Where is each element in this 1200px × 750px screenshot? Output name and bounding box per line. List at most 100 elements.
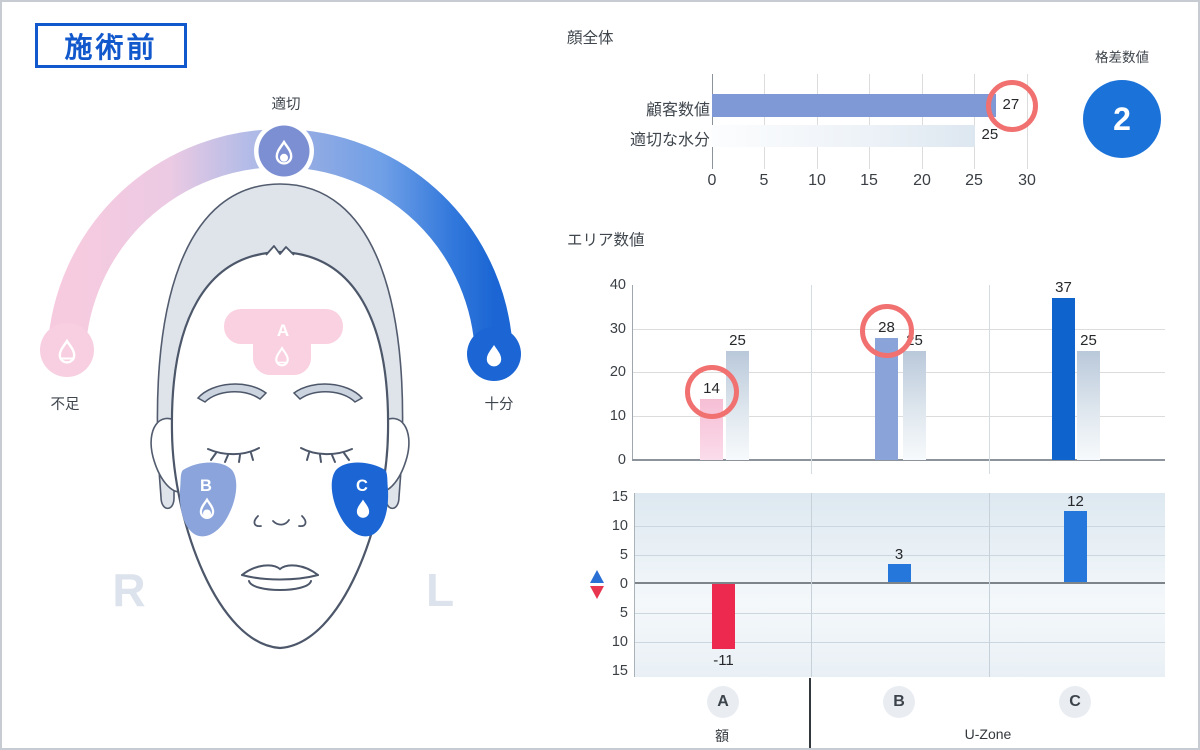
x-tick: 25 xyxy=(965,172,983,189)
gauge-low-droplet-icon xyxy=(40,323,94,377)
bar-customer-value xyxy=(712,94,996,117)
overall-chart-title: 顔全体 xyxy=(567,30,614,47)
y-tick: 0 xyxy=(619,576,628,592)
face-outline xyxy=(170,250,390,650)
value-a-ideal: 25 xyxy=(729,331,746,349)
gap-value-label: 格差数値 xyxy=(1095,50,1149,65)
gridline xyxy=(634,555,1165,556)
y-tick: 5 xyxy=(619,547,628,563)
increase-triangle-icon xyxy=(590,570,604,583)
x-tick: 20 xyxy=(913,172,931,189)
y-tick: 20 xyxy=(609,364,626,380)
row-label-customer: 顧客数値 xyxy=(645,102,710,119)
decrease-triangle-icon xyxy=(590,586,604,599)
gauge-mid-droplet-icon xyxy=(254,121,314,181)
face-drawing xyxy=(150,183,410,650)
zone-marker-a[interactable]: A xyxy=(224,309,343,375)
group-separator xyxy=(811,285,812,474)
side-label-right: R xyxy=(112,564,145,616)
bar-ideal-moisture xyxy=(712,125,975,147)
x-tick: 30 xyxy=(1018,172,1036,189)
red-circle-annotation xyxy=(859,303,914,358)
face-illustration: 適切 不足 十分 xyxy=(40,95,521,650)
value-c-ideal: 25 xyxy=(1080,331,1097,349)
y-tick: 0 xyxy=(617,452,626,468)
zone-label-uzone: U-Zone xyxy=(964,726,1012,742)
zone-marker-b[interactable]: B xyxy=(179,462,237,537)
left-eye-closed xyxy=(207,447,260,463)
gauge-label-appropriate: 適切 xyxy=(272,95,301,113)
right-eye-closed xyxy=(300,447,353,463)
red-circle-annotation xyxy=(985,79,1038,132)
lips xyxy=(241,564,319,596)
zone-marker-c[interactable]: C xyxy=(331,462,389,537)
gridline xyxy=(817,74,818,169)
zone-badge-c: C xyxy=(1059,686,1091,718)
before-treatment-label: 施術前 xyxy=(64,31,158,63)
gridline xyxy=(633,372,1165,373)
gridline xyxy=(764,74,765,169)
zone-badge-b: B xyxy=(883,686,915,718)
diff-value-a: -11 xyxy=(713,652,734,670)
y-tick: 15 xyxy=(611,663,628,679)
diff-bar-b xyxy=(887,564,911,582)
bar-b-customer xyxy=(875,337,898,460)
before-treatment-badge[interactable]: 施術前 xyxy=(35,23,187,68)
x-tick: 10 xyxy=(808,172,826,189)
y-tick: 15 xyxy=(611,489,628,505)
x-tick: 5 xyxy=(759,172,769,189)
red-circle-annotation xyxy=(684,364,739,419)
value-ideal: 25 xyxy=(981,126,999,143)
diff-bar-a xyxy=(712,584,735,650)
y-axis xyxy=(634,493,635,677)
x-tick: 15 xyxy=(860,172,878,189)
gridline xyxy=(634,613,1165,614)
diff-value-b: 3 xyxy=(894,546,904,564)
zone-badge-a: A xyxy=(707,686,739,718)
x-tick: 0 xyxy=(707,172,717,189)
gap-value: 2 xyxy=(1113,100,1131,137)
group-separator xyxy=(989,493,990,677)
zone-label-forehead: 額 xyxy=(715,728,729,744)
row-label-ideal: 適切な水分 xyxy=(629,132,710,149)
diff-value-c: 12 xyxy=(1067,492,1084,510)
zone-b-droplet-icon xyxy=(199,498,215,519)
zone-a-droplet-icon xyxy=(275,347,289,367)
gridline xyxy=(869,74,870,169)
left-eyebrow xyxy=(196,383,268,403)
y-tick: 5 xyxy=(619,605,628,621)
zero-axis xyxy=(634,582,1165,584)
gauge-label-insufficient: 不足 xyxy=(51,396,80,413)
bar-c-customer xyxy=(1052,298,1075,460)
gridline xyxy=(633,416,1165,417)
y-axis xyxy=(632,285,633,460)
gridline xyxy=(634,642,1165,643)
area-chart-title: エリア数値 xyxy=(567,232,645,249)
bar-b-ideal xyxy=(903,350,926,460)
group-separator xyxy=(811,493,812,677)
gridline xyxy=(974,74,975,169)
y-tick: 10 xyxy=(611,634,628,650)
x-axis xyxy=(632,459,1165,461)
gridline xyxy=(712,74,713,169)
zone-divider xyxy=(809,678,811,748)
y-tick: 10 xyxy=(611,518,628,534)
zone-b-letter: B xyxy=(200,477,212,495)
gauge-high-droplet-icon xyxy=(467,327,521,381)
diff-bar-c xyxy=(1064,510,1087,582)
widows-peak xyxy=(265,245,295,256)
gauge-label-sufficient: 十分 xyxy=(485,396,514,413)
side-label-left: L xyxy=(426,564,454,616)
zone-a-letter: A xyxy=(277,321,289,340)
nose xyxy=(253,515,307,528)
gridline xyxy=(922,74,923,169)
y-tick: 40 xyxy=(609,277,626,293)
gridline xyxy=(634,526,1165,527)
value-c-customer: 37 xyxy=(1055,279,1072,297)
group-separator xyxy=(989,285,990,474)
right-eyebrow xyxy=(292,383,364,403)
y-tick: 30 xyxy=(609,321,626,337)
zone-c-letter: C xyxy=(356,477,368,495)
y-tick: 10 xyxy=(609,408,626,424)
